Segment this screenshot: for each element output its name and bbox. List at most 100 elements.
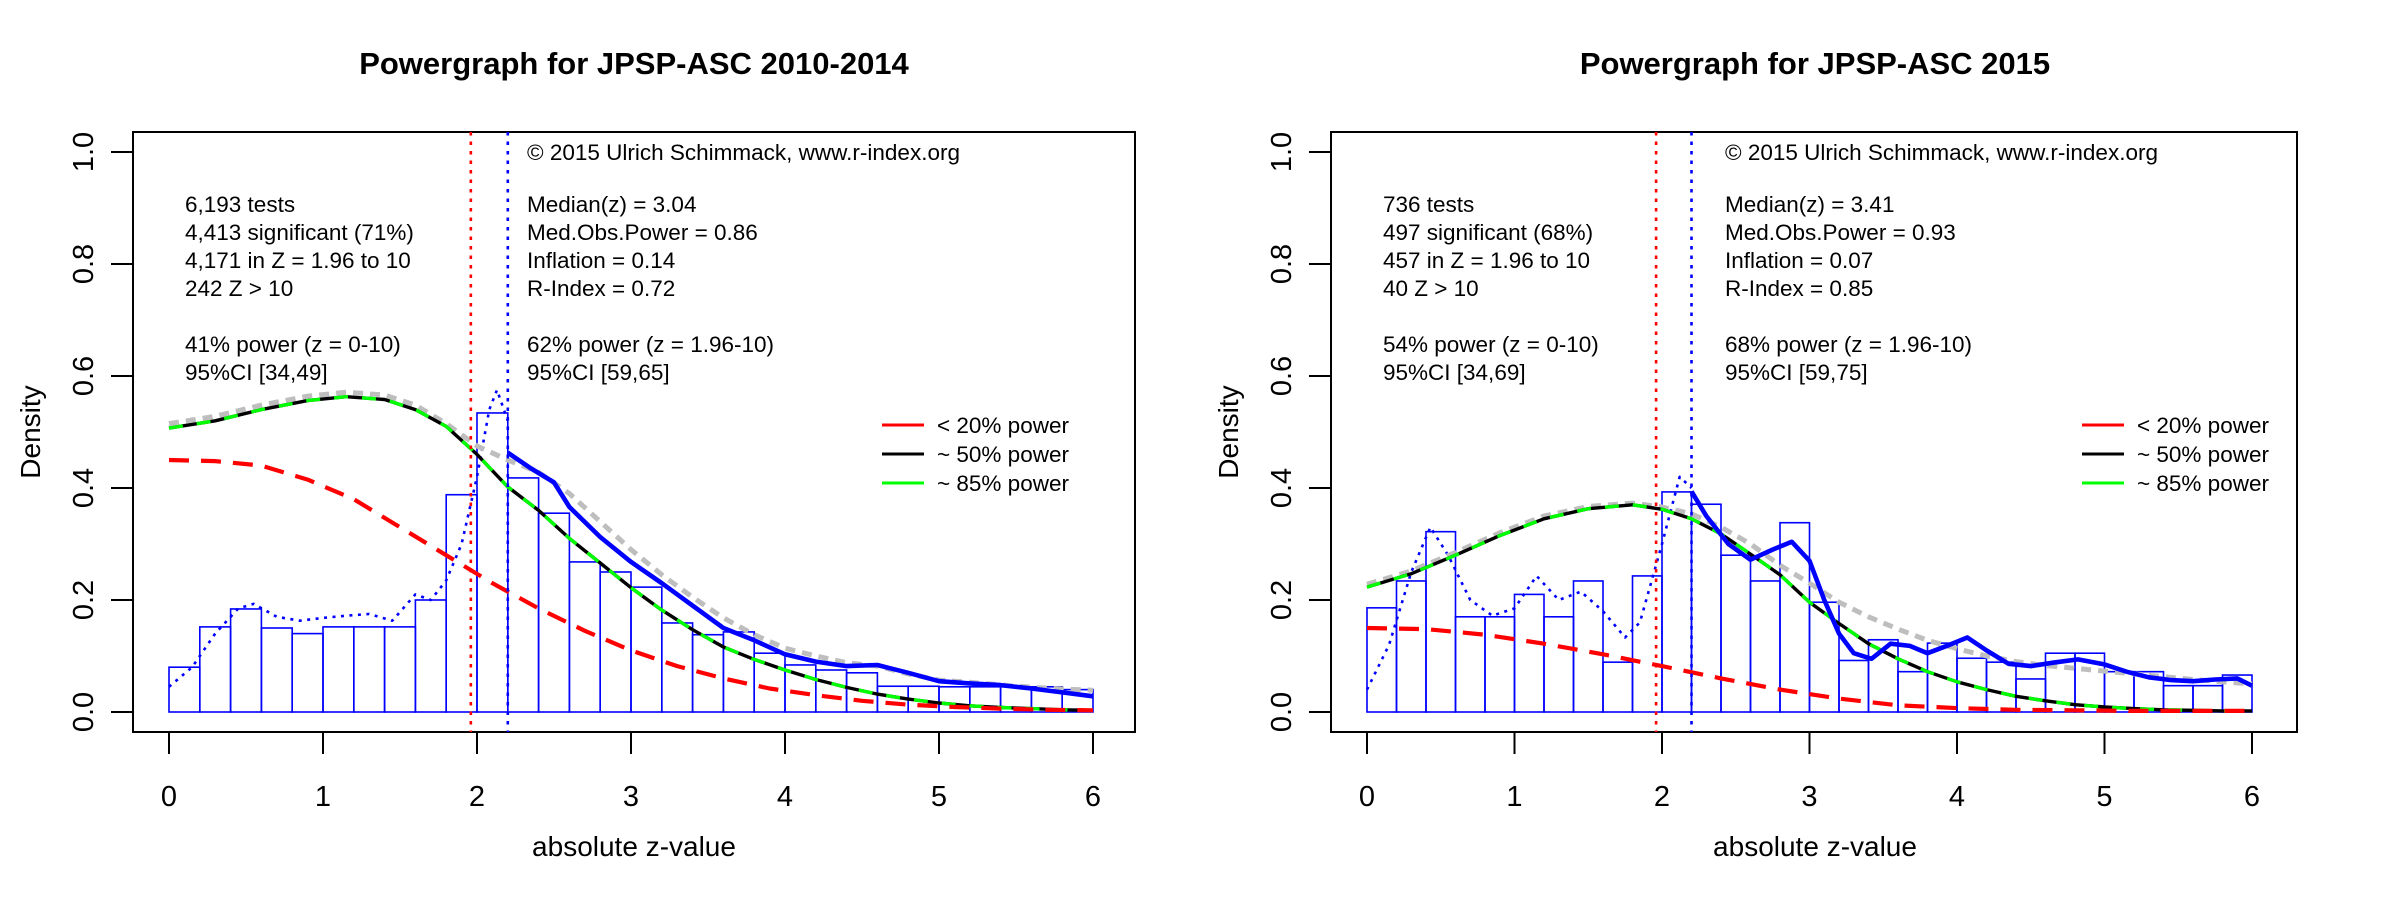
histogram-bar <box>1690 503 1722 713</box>
power-sig-line: 95%CI [59,65] <box>527 360 670 385</box>
y-tick-label: 0.4 <box>68 468 100 508</box>
legend-label: ~ 50% power <box>2137 442 2269 467</box>
histogram-bar <box>352 626 386 713</box>
stats-line: 736 tests <box>1383 192 1474 217</box>
y-tick-label: 0.4 <box>1266 468 1298 508</box>
y-tick-label: 0.0 <box>1266 692 1298 732</box>
histogram-bar <box>537 512 571 713</box>
x-tick-label: 4 <box>1949 781 1965 813</box>
histogram-bar <box>1602 661 1634 713</box>
panel-title: Powergraph for JPSP-ASC 2010-2014 <box>359 46 909 81</box>
histogram-bar <box>1985 661 2017 713</box>
histogram-bar <box>1631 575 1663 713</box>
red-20-power-curve <box>1366 625 2252 714</box>
x-axis-label: absolute z-value <box>532 831 736 862</box>
x-tick-label: 6 <box>1085 781 1101 813</box>
histogram-bar <box>168 666 201 713</box>
stats-line: 40 Z > 10 <box>1383 276 1479 301</box>
legend-label: < 20% power <box>2137 413 2269 438</box>
power-sig-line: 62% power (z = 1.96-10) <box>527 332 774 357</box>
histogram-bar <box>1366 607 1398 713</box>
panel-title: Powergraph for JPSP-ASC 2015 <box>1580 46 2050 81</box>
kernel-density-dotted <box>1365 475 1693 691</box>
histogram-bar <box>506 477 540 713</box>
x-tick-label: 3 <box>1801 781 1817 813</box>
model-stat-line: R-Index = 0.72 <box>527 276 675 301</box>
green-85-power-curve <box>1366 503 2252 713</box>
y-tick-label: 0.8 <box>68 244 100 284</box>
plot-box <box>1330 131 2298 733</box>
histogram-bar <box>1779 521 1811 713</box>
y-axis-label: Density <box>15 385 46 478</box>
x-tick-label: 5 <box>2096 781 2112 813</box>
histogram-bar <box>1454 615 1486 713</box>
legend-label: ~ 50% power <box>937 442 1069 467</box>
power-estimate-line: 41% power (z = 0-10) <box>185 332 401 357</box>
histogram-bar <box>383 626 417 713</box>
model-stat-line: Median(z) = 3.41 <box>1725 192 1894 217</box>
histogram-bar <box>1484 615 1516 713</box>
y-axis-label: Density <box>1213 385 1244 478</box>
y-tick-label: 0.2 <box>1266 580 1298 620</box>
legend-label: ~ 85% power <box>2137 471 2269 496</box>
power-estimate-line: 95%CI [34,49] <box>185 360 328 385</box>
histogram-bar <box>322 626 355 713</box>
histogram-bar <box>1395 580 1427 713</box>
stats-line: 6,193 tests <box>185 192 295 217</box>
x-tick-label: 3 <box>623 781 639 813</box>
significant-density-solid <box>1689 490 2254 688</box>
histogram-bar <box>199 626 232 713</box>
histogram-bar <box>2162 684 2194 713</box>
histogram-bar <box>568 561 602 713</box>
histogram-bar <box>1543 615 1575 713</box>
stats-line: 4,171 in Z = 1.96 to 10 <box>185 248 411 273</box>
y-tick-label: 0.8 <box>1266 244 1298 284</box>
gray-model-curve <box>1366 500 2253 687</box>
plot-box <box>132 131 1136 733</box>
x-tick-label: 5 <box>931 781 947 813</box>
histogram-bar <box>414 599 447 713</box>
histogram-bar <box>1572 580 1604 713</box>
model-stat-line: Med.Obs.Power = 0.86 <box>527 220 758 245</box>
significant-density-solid <box>506 450 1094 699</box>
histogram-bar <box>1838 659 1870 713</box>
y-tick-label: 0.2 <box>68 580 100 620</box>
copyright-note: © 2015 Ulrich Schimmack, www.r-index.org <box>527 140 960 165</box>
histogram-bar <box>1749 580 1781 713</box>
model-stat-line: Inflation = 0.14 <box>527 248 675 273</box>
x-tick-label: 2 <box>469 781 485 813</box>
kernel-density-dotted <box>168 388 510 688</box>
power-estimate-line: 95%CI [34,69] <box>1383 360 1526 385</box>
histogram-bar <box>722 631 756 713</box>
y-tick-label: 0.0 <box>68 692 100 732</box>
histogram-bar <box>291 632 324 713</box>
model-stat-line: Median(z) = 3.04 <box>527 192 696 217</box>
stats-line: 4,413 significant (71%) <box>185 220 414 245</box>
histogram-bar <box>445 493 478 713</box>
green-85-power-curve <box>168 395 1094 712</box>
model-stat-line: R-Index = 0.85 <box>1725 276 1873 301</box>
stats-line: 497 significant (68%) <box>1383 220 1593 245</box>
y-tick-label: 1.0 <box>68 132 100 172</box>
x-tick-label: 0 <box>1359 781 1375 813</box>
copyright-note: © 2015 Ulrich Schimmack, www.r-index.org <box>1725 140 2158 165</box>
x-tick-label: 0 <box>161 781 177 813</box>
y-tick-label: 0.6 <box>68 356 100 396</box>
legend-label: ~ 85% power <box>937 471 1069 496</box>
histogram-bar <box>2192 684 2224 713</box>
x-tick-label: 4 <box>777 781 793 813</box>
histogram-bar <box>1513 593 1545 713</box>
histogram-bar <box>260 627 293 713</box>
x-axis-label: absolute z-value <box>1713 831 1917 862</box>
stats-line: 242 Z > 10 <box>185 276 293 301</box>
x-tick-label: 2 <box>1654 781 1670 813</box>
histogram-bar <box>1661 491 1693 713</box>
model-stat-line: Inflation = 0.07 <box>1725 248 1873 273</box>
y-tick-label: 0.6 <box>1266 356 1298 396</box>
y-tick-label: 1.0 <box>1266 132 1298 172</box>
x-tick-label: 6 <box>2244 781 2260 813</box>
histogram-bar <box>229 608 263 713</box>
histogram-bar <box>814 669 848 713</box>
